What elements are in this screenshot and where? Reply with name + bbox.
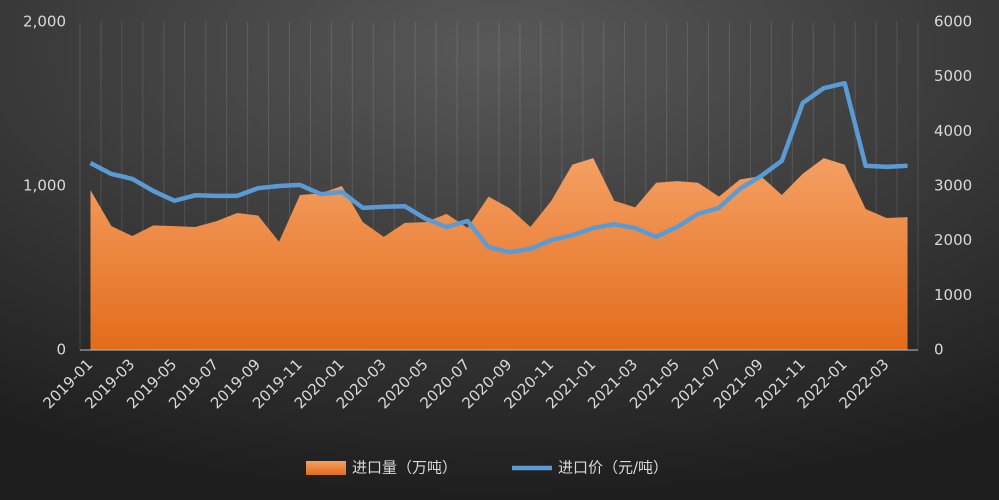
legend-label: 进口量（万吨） [352, 459, 457, 477]
y2-tick-label: 6000 [934, 13, 972, 31]
y-tick-label: 2,000 [23, 13, 66, 31]
legend-swatch [306, 461, 346, 475]
y-tick-label: 0 [56, 341, 66, 359]
y-tick-label: 1,000 [23, 177, 66, 195]
y2-tick-label: 0 [934, 341, 944, 359]
legend-label: 进口价（元/吨） [558, 459, 668, 477]
line [89, 80, 908, 255]
y2-tick-label: 1000 [934, 286, 972, 304]
y2-tick-label: 3000 [934, 177, 972, 195]
y2-tick-label: 4000 [934, 122, 972, 140]
y2-tick-label: 5000 [934, 67, 972, 85]
area [90, 158, 908, 350]
y2-tick-label: 2000 [934, 231, 972, 249]
